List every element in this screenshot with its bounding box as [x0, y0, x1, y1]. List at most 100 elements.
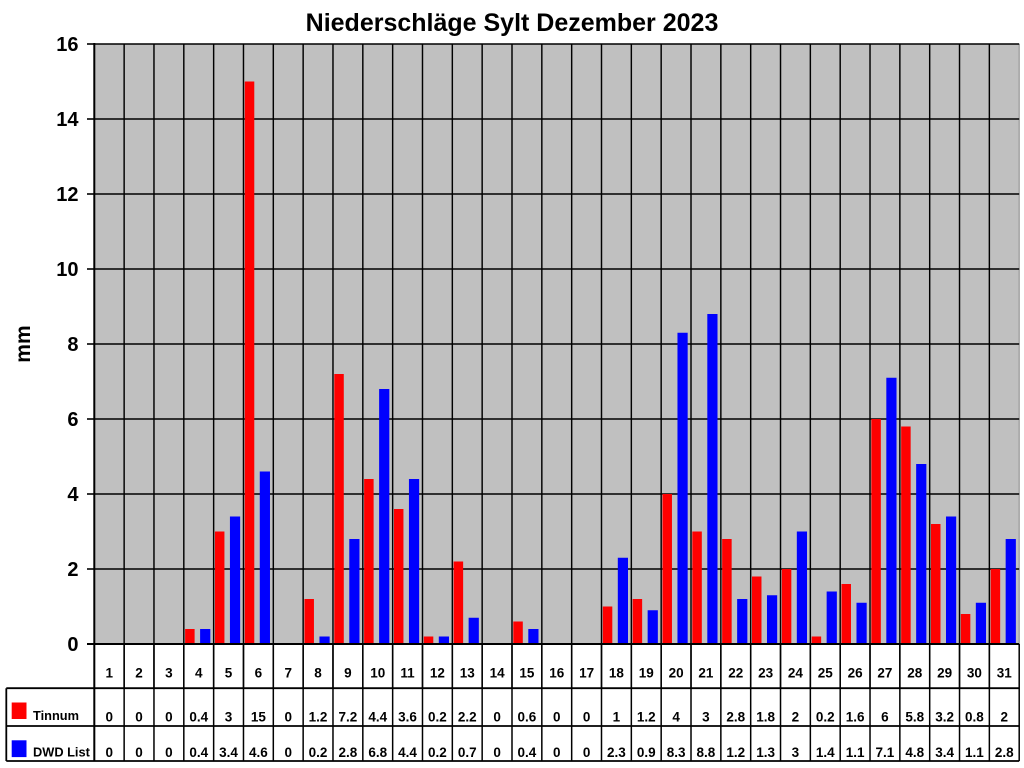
svg-text:0: 0	[553, 710, 561, 725]
svg-text:0.2: 0.2	[309, 745, 328, 760]
svg-text:0: 0	[284, 710, 292, 725]
svg-text:0.9: 0.9	[637, 745, 656, 760]
svg-text:5: 5	[225, 665, 233, 680]
svg-text:0: 0	[493, 710, 501, 725]
svg-text:15: 15	[251, 710, 267, 725]
svg-text:1.6: 1.6	[846, 710, 865, 725]
svg-text:15: 15	[519, 665, 535, 680]
svg-text:10: 10	[56, 259, 78, 281]
svg-text:0.6: 0.6	[518, 710, 537, 725]
svg-text:1.1: 1.1	[965, 745, 984, 760]
svg-text:0: 0	[67, 634, 78, 656]
svg-text:1.2: 1.2	[726, 745, 745, 760]
svg-text:7: 7	[284, 665, 292, 680]
svg-text:0: 0	[105, 745, 113, 760]
svg-text:3: 3	[792, 745, 800, 760]
svg-text:0.7: 0.7	[458, 745, 477, 760]
svg-text:6.8: 6.8	[368, 745, 387, 760]
svg-text:0: 0	[583, 745, 591, 760]
svg-text:20: 20	[669, 665, 684, 680]
svg-text:2: 2	[135, 665, 143, 680]
svg-text:2.2: 2.2	[458, 710, 477, 725]
svg-text:8.8: 8.8	[697, 745, 716, 760]
svg-text:8.3: 8.3	[667, 745, 686, 760]
svg-text:31: 31	[997, 665, 1013, 680]
svg-text:0.2: 0.2	[816, 710, 835, 725]
svg-text:1.2: 1.2	[637, 710, 656, 725]
svg-text:Niederschläge Sylt Dezember 20: Niederschläge Sylt Dezember 2023	[306, 9, 719, 37]
svg-text:7.1: 7.1	[876, 745, 895, 760]
svg-text:1: 1	[613, 710, 621, 725]
svg-text:14: 14	[490, 665, 506, 680]
svg-text:19: 19	[639, 665, 654, 680]
svg-text:13: 13	[460, 665, 476, 680]
svg-text:0: 0	[135, 745, 143, 760]
svg-text:4.4: 4.4	[368, 710, 387, 725]
svg-text:0.2: 0.2	[428, 710, 447, 725]
svg-text:1.8: 1.8	[756, 710, 775, 725]
svg-text:0: 0	[165, 745, 173, 760]
svg-text:4: 4	[67, 484, 79, 506]
svg-text:16: 16	[549, 665, 565, 680]
svg-text:3.4: 3.4	[219, 745, 238, 760]
svg-text:18: 18	[609, 665, 625, 680]
svg-text:4.4: 4.4	[398, 745, 417, 760]
svg-text:9: 9	[344, 665, 352, 680]
svg-text:3.2: 3.2	[935, 710, 954, 725]
svg-text:3: 3	[702, 710, 710, 725]
svg-text:0.8: 0.8	[965, 710, 984, 725]
svg-text:29: 29	[937, 665, 952, 680]
svg-text:21: 21	[698, 665, 714, 680]
svg-text:12: 12	[430, 665, 445, 680]
svg-text:0.2: 0.2	[428, 745, 447, 760]
svg-text:0: 0	[284, 745, 292, 760]
svg-text:0: 0	[553, 745, 561, 760]
svg-text:3.6: 3.6	[398, 710, 417, 725]
svg-text:2: 2	[1001, 710, 1009, 725]
svg-text:3: 3	[225, 710, 233, 725]
svg-text:16: 16	[56, 34, 78, 56]
svg-text:4: 4	[672, 710, 680, 725]
svg-text:10: 10	[370, 665, 385, 680]
svg-text:12: 12	[56, 184, 78, 206]
svg-text:6: 6	[881, 710, 889, 725]
svg-text:0: 0	[493, 745, 501, 760]
svg-text:0.4: 0.4	[518, 745, 537, 760]
svg-text:4: 4	[195, 665, 203, 680]
svg-text:24: 24	[788, 665, 804, 680]
svg-text:6: 6	[255, 665, 263, 680]
svg-text:8: 8	[67, 334, 78, 356]
svg-text:7.2: 7.2	[339, 710, 358, 725]
svg-text:25: 25	[818, 665, 834, 680]
svg-text:2.3: 2.3	[607, 745, 626, 760]
svg-text:1.3: 1.3	[756, 745, 775, 760]
svg-text:3: 3	[165, 665, 173, 680]
svg-text:30: 30	[967, 665, 982, 680]
svg-text:2.8: 2.8	[995, 745, 1014, 760]
svg-text:0.4: 0.4	[189, 710, 208, 725]
svg-text:14: 14	[56, 109, 79, 131]
svg-text:3.4: 3.4	[935, 745, 954, 760]
svg-text:Tinnum: Tinnum	[33, 708, 79, 723]
svg-text:4.8: 4.8	[905, 745, 924, 760]
svg-text:0: 0	[165, 710, 173, 725]
svg-text:6: 6	[67, 409, 78, 431]
svg-text:1.2: 1.2	[309, 710, 328, 725]
svg-text:1.4: 1.4	[816, 745, 835, 760]
svg-text:4.6: 4.6	[249, 745, 268, 760]
svg-text:2.8: 2.8	[726, 710, 745, 725]
svg-text:5.8: 5.8	[905, 710, 924, 725]
svg-text:0.4: 0.4	[189, 745, 208, 760]
svg-text:28: 28	[907, 665, 923, 680]
svg-text:0: 0	[105, 710, 113, 725]
svg-text:2.8: 2.8	[339, 745, 358, 760]
svg-text:mm: mm	[12, 325, 35, 362]
svg-text:17: 17	[579, 665, 594, 680]
svg-text:8: 8	[314, 665, 322, 680]
svg-text:1: 1	[105, 665, 113, 680]
svg-text:23: 23	[758, 665, 774, 680]
svg-text:0: 0	[583, 710, 591, 725]
svg-text:26: 26	[848, 665, 864, 680]
svg-text:27: 27	[877, 665, 892, 680]
svg-text:2: 2	[792, 710, 800, 725]
